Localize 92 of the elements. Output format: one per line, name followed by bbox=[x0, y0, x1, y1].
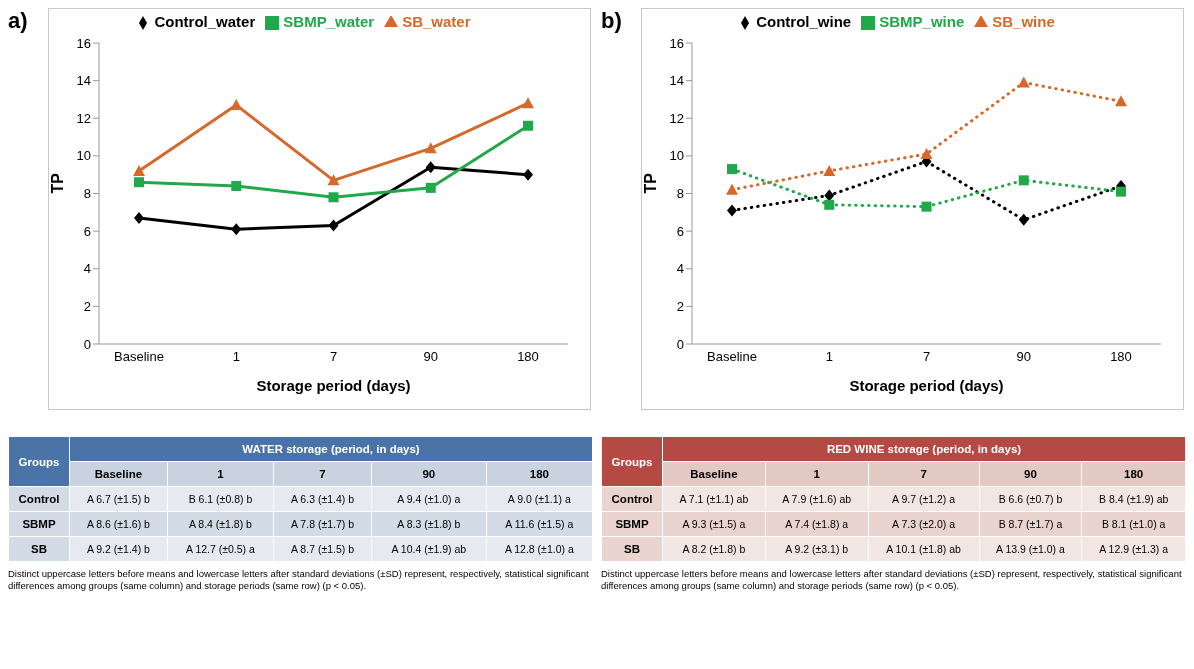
category-label: 180 bbox=[1124, 468, 1144, 480]
data-label: A 9.4 (±1.0) a bbox=[371, 487, 486, 511]
data-label: A 7.1 (±1.1) ab bbox=[663, 487, 765, 511]
category-label: 1 bbox=[813, 468, 820, 480]
category-label: 90 bbox=[1024, 468, 1037, 480]
category-label: 1 bbox=[217, 468, 224, 480]
data-label: B 6.6 (±0.7) b bbox=[979, 487, 1082, 511]
data-label: A 11.6 (±1.5) a bbox=[486, 512, 592, 536]
y-tick-label: 2 bbox=[676, 298, 684, 314]
y-tick-label: 14 bbox=[76, 73, 91, 89]
data-label: A 8.4 (±1.8) b bbox=[167, 512, 274, 536]
y-tick-label: 16 bbox=[76, 35, 91, 51]
x-tick-label: 180 bbox=[1110, 349, 1132, 365]
legend-label: SBMP_wine bbox=[879, 13, 965, 30]
data-label: A 10.4 (±1.9) ab bbox=[371, 537, 486, 561]
y-tick-label: 6 bbox=[83, 223, 91, 239]
text: WATER storage (period, in days) bbox=[70, 437, 592, 461]
y-tick-label: 2 bbox=[83, 298, 91, 314]
data-label: A 8.6 (±1.6) b bbox=[70, 512, 167, 536]
x-axis-title: Storage period (days) bbox=[256, 377, 411, 394]
data-label: A 7.4 (±1.8) a bbox=[765, 512, 868, 536]
text: Groups bbox=[602, 437, 662, 486]
legend-label: SBMP_water bbox=[283, 13, 375, 30]
x-tick-label: 7 bbox=[922, 349, 931, 365]
legend-label: Control_wine bbox=[756, 13, 852, 30]
category-label: Baseline bbox=[690, 468, 738, 480]
data-label: A 7.9 (±1.6) ab bbox=[765, 487, 868, 511]
data-label: A 9.3 (±1.5) a bbox=[663, 512, 765, 536]
text: RED WINE storage (period, in days) bbox=[663, 437, 1185, 461]
y-tick-label: 8 bbox=[83, 186, 91, 202]
y-tick-label: 0 bbox=[83, 336, 91, 352]
data-label: A 13.9 (±1.0) a bbox=[979, 537, 1082, 561]
data-label: B 8.7 (±1.7) a bbox=[979, 512, 1082, 536]
data-label: A 12.7 (±0.5) a bbox=[167, 537, 274, 561]
text: SB bbox=[9, 537, 69, 561]
x-tick-label: Baseline bbox=[114, 349, 164, 365]
text: SBMP bbox=[602, 512, 662, 536]
x-tick-label: 180 bbox=[517, 349, 539, 365]
y-tick-label: 10 bbox=[669, 148, 684, 164]
data-label: A 12.9 (±1.3) a bbox=[1082, 537, 1185, 561]
data-label: A 7.8 (±1.7) b bbox=[274, 512, 371, 536]
category-label: 7 bbox=[319, 468, 326, 480]
data-label: A 6.3 (±1.4) b bbox=[274, 487, 371, 511]
y-tick-label: 12 bbox=[76, 110, 91, 126]
data-label: A 8.2 (±1.8) b bbox=[663, 537, 765, 561]
text: Groups bbox=[9, 437, 69, 486]
x-tick-label: 90 bbox=[1016, 349, 1031, 365]
y-tick-label: 4 bbox=[676, 261, 684, 277]
y-tick-label: 14 bbox=[669, 73, 684, 89]
x-tick-label: 1 bbox=[232, 349, 240, 365]
legend-label: Control_water bbox=[154, 13, 256, 30]
data-label: A 7.3 (±2.0) a bbox=[868, 512, 979, 536]
x-tick-label: Baseline bbox=[707, 349, 757, 365]
data-label: A 9.2 (±3.1) b bbox=[765, 537, 868, 561]
chart-title: b) bbox=[601, 8, 622, 34]
y-axis-title: TP bbox=[48, 172, 66, 194]
text: Distinct uppercase letters before means and lowercase letters after standard deviations (±SD) represent, respectively, statistical significant differences among groups (same column) and storage periods (same row) (p < 0.05). bbox=[8, 568, 590, 593]
text: SBMP bbox=[9, 512, 69, 536]
category-label: Baseline bbox=[94, 468, 143, 480]
y-tick-label: 12 bbox=[669, 110, 684, 126]
category-label: 180 bbox=[529, 468, 549, 480]
y-tick-label: 0 bbox=[676, 336, 684, 352]
data-label: A 8.7 (±1.5) b bbox=[274, 537, 371, 561]
text: SB bbox=[602, 537, 662, 561]
data-label: A 8.3 (±1.8) b bbox=[371, 512, 486, 536]
text: Control bbox=[9, 487, 69, 511]
data-label: A 10.1 (±1.8) ab bbox=[868, 537, 979, 561]
y-tick-label: 16 bbox=[669, 35, 684, 51]
data-label: A 9.2 (±1.4) b bbox=[70, 537, 167, 561]
data-label: B 6.1 (±0.8) b bbox=[167, 487, 274, 511]
text: Distinct uppercase letters before means and lowercase letters after standard deviations (±SD) represent, respectively, statistical significant differences among groups (same column) and storage periods (same row) (p < 0.05). bbox=[601, 568, 1183, 593]
y-tick-label: 4 bbox=[83, 261, 91, 277]
x-tick-label: 7 bbox=[329, 349, 338, 365]
data-label: B 8.1 (±1.0) a bbox=[1082, 512, 1185, 536]
data-label: A 6.7 (±1.5) b bbox=[70, 487, 167, 511]
chart-title: a) bbox=[8, 8, 28, 34]
data-label: A 9.0 (±1.1) a bbox=[486, 487, 592, 511]
y-tick-label: 6 bbox=[676, 223, 684, 239]
x-tick-label: 90 bbox=[423, 349, 438, 365]
data-label: A 9.7 (±1.2) a bbox=[868, 487, 979, 511]
data-label: B 8.4 (±1.9) ab bbox=[1082, 487, 1185, 511]
y-tick-label: 8 bbox=[676, 186, 684, 202]
category-label: 7 bbox=[920, 468, 927, 480]
y-tick-label: 10 bbox=[76, 148, 91, 164]
text: Control bbox=[602, 487, 662, 511]
x-tick-label: 1 bbox=[825, 349, 833, 365]
legend-label: SB_water bbox=[402, 13, 471, 30]
legend-label: SB_wine bbox=[992, 13, 1055, 30]
data-label: A 12.8 (±1.0) a bbox=[486, 537, 592, 561]
category-label: 90 bbox=[422, 468, 436, 480]
y-axis-title: TP bbox=[641, 172, 659, 194]
x-axis-title: Storage period (days) bbox=[849, 377, 1004, 394]
